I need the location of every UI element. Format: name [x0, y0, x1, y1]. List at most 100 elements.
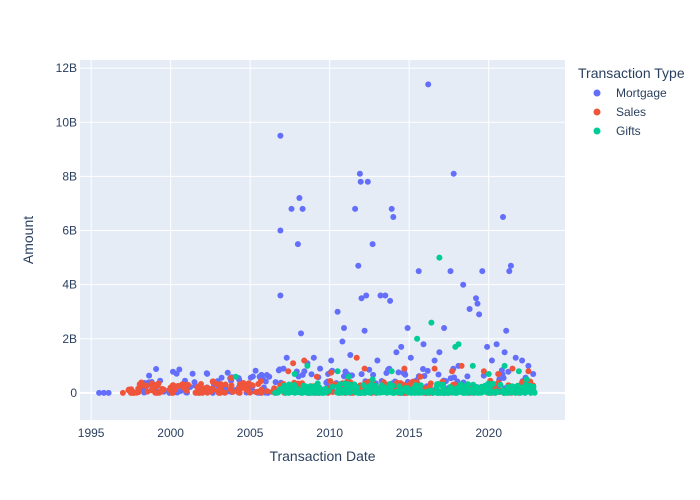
y-tick-label: 2B	[62, 332, 77, 346]
data-point	[327, 378, 334, 384]
data-point	[473, 295, 479, 302]
data-point	[402, 385, 408, 392]
data-point	[506, 387, 513, 394]
data-point	[512, 354, 519, 361]
legend[interactable]: Transaction Type Mortgage Sales Gifts	[578, 65, 685, 138]
data-point	[435, 371, 442, 378]
data-point	[496, 388, 503, 395]
data-point	[143, 382, 150, 389]
data-point	[361, 327, 368, 334]
data-point	[285, 368, 292, 375]
data-point	[310, 354, 317, 361]
data-point	[369, 241, 376, 248]
legend-marker	[593, 127, 601, 135]
data-point	[341, 325, 347, 331]
data-point	[185, 381, 192, 388]
data-point	[397, 389, 404, 396]
data-point	[228, 375, 235, 381]
data-point	[313, 373, 320, 380]
data-point	[476, 311, 483, 318]
data-point	[480, 372, 487, 379]
data-point	[253, 389, 259, 395]
data-point	[298, 389, 305, 396]
data-point	[153, 366, 160, 372]
data-point	[507, 262, 514, 269]
data-point	[271, 385, 278, 392]
data-point	[266, 373, 273, 380]
x-tick-label: 2005	[237, 426, 264, 440]
data-point	[428, 319, 435, 326]
legend-marker	[593, 89, 601, 97]
data-point	[447, 384, 454, 390]
data-point	[236, 386, 243, 393]
data-point	[96, 389, 103, 396]
data-point	[427, 382, 433, 389]
data-point	[466, 306, 473, 312]
data-point	[119, 389, 126, 396]
data-point	[464, 373, 471, 380]
data-point	[415, 268, 422, 275]
y-tick-label: 8B	[62, 169, 77, 183]
data-point	[334, 308, 341, 315]
data-point	[317, 365, 324, 372]
data-point	[436, 254, 443, 261]
data-point	[277, 227, 284, 234]
data-point	[372, 382, 379, 389]
legend-marker	[593, 108, 601, 116]
data-point	[450, 170, 457, 177]
data-point	[440, 381, 447, 388]
data-point	[298, 330, 304, 337]
data-point	[240, 382, 247, 389]
data-point	[199, 389, 206, 396]
data-point	[347, 352, 354, 358]
data-point	[366, 366, 373, 373]
data-point	[100, 389, 107, 396]
data-point	[381, 384, 387, 391]
legend-label: Sales	[616, 105, 646, 119]
data-point	[217, 381, 224, 388]
data-point	[358, 295, 365, 302]
data-point	[310, 385, 317, 391]
data-point	[272, 389, 279, 396]
data-point	[435, 387, 442, 394]
data-point	[189, 370, 196, 377]
legend-item-sales[interactable]: Sales	[593, 105, 647, 119]
data-point	[525, 362, 532, 369]
data-point	[434, 381, 441, 388]
data-point	[503, 327, 510, 334]
data-point	[484, 343, 491, 350]
legend-item-mortgage[interactable]: Mortgage	[593, 86, 668, 100]
legend-item-gifts[interactable]: Gifts	[593, 124, 641, 138]
data-point	[414, 335, 421, 342]
data-point	[345, 381, 352, 388]
data-point	[308, 371, 315, 378]
data-point	[357, 178, 364, 185]
data-point	[294, 241, 301, 248]
x-tick-label: 2015	[396, 426, 423, 440]
data-point	[509, 383, 515, 390]
data-point	[386, 381, 393, 388]
data-point	[387, 389, 394, 396]
data-point	[449, 368, 456, 375]
data-point	[105, 389, 112, 396]
data-point	[480, 368, 487, 375]
data-point	[127, 389, 134, 396]
data-point	[209, 379, 216, 385]
data-point	[501, 349, 508, 356]
data-point	[369, 376, 376, 383]
data-point	[232, 373, 239, 380]
data-point	[484, 389, 490, 395]
data-point	[418, 389, 425, 396]
data-point	[218, 374, 225, 381]
data-point	[424, 389, 431, 396]
data-point	[470, 389, 477, 396]
data-point	[364, 178, 371, 185]
data-point	[485, 371, 492, 377]
data-point	[249, 373, 256, 380]
data-point	[358, 371, 365, 378]
data-point	[493, 341, 500, 348]
data-point	[304, 362, 311, 369]
data-point	[328, 369, 335, 376]
plot-area	[80, 60, 565, 420]
x-tick-label: 2010	[316, 426, 343, 440]
